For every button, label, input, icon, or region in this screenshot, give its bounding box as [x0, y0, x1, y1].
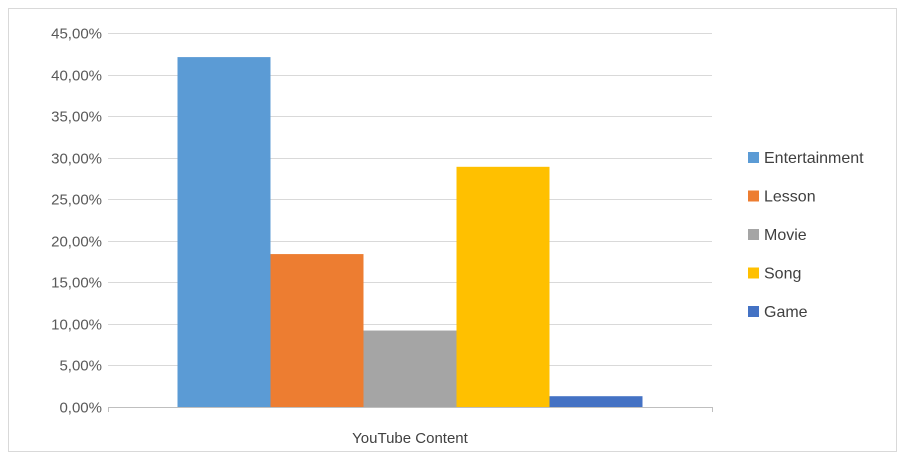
- bar-movie: [363, 330, 457, 407]
- bars: [177, 57, 643, 407]
- y-axis-tick-labels: 0,00% 5,00% 10,00% 15,00% 20,00% 25,00% 30,00%…: [51, 26, 102, 417]
- legend-swatch-movie: [748, 229, 759, 240]
- bar-lesson: [270, 254, 364, 407]
- legend-swatch-game: [748, 306, 759, 317]
- x-axis-category-labels: YouTube Content: [352, 430, 468, 447]
- bar-entertainment: [177, 57, 271, 407]
- legend: Entertainment Lesson Movie Song Game: [748, 150, 864, 321]
- x-category-label: YouTube Content: [352, 430, 468, 447]
- legend-swatch-lesson: [748, 190, 759, 202]
- legend-label-lesson: Lesson: [764, 189, 816, 206]
- y-tick-label: 45,00%: [51, 26, 102, 43]
- y-tick-label: 30,00%: [51, 151, 102, 168]
- legend-label-game: Game: [764, 304, 808, 321]
- bar-song: [456, 166, 550, 407]
- y-tick-label: 5,00%: [59, 358, 102, 375]
- y-tick-label: 35,00%: [51, 109, 102, 126]
- y-tick-label: 15,00%: [51, 275, 102, 292]
- legend-swatch-song: [748, 267, 759, 279]
- y-tick-label: 40,00%: [51, 68, 102, 85]
- x-axis: [108, 407, 713, 412]
- legend-swatch-entertainment: [748, 152, 759, 163]
- legend-label-movie: Movie: [764, 227, 807, 244]
- y-tick-label: 25,00%: [51, 192, 102, 209]
- bar-game: [549, 396, 643, 407]
- y-tick-label: 20,00%: [51, 234, 102, 251]
- y-tick-label: 0,00%: [59, 400, 102, 417]
- legend-label-song: Song: [764, 266, 801, 283]
- legend-label-entertainment: Entertainment: [764, 150, 864, 167]
- y-tick-label: 10,00%: [51, 317, 102, 334]
